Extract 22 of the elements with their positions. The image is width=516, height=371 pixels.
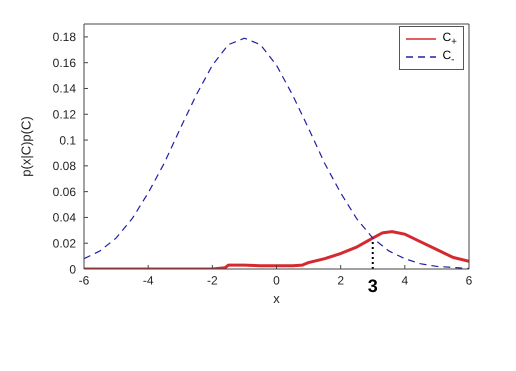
x-tick-label: -4 — [142, 274, 154, 288]
y-tick-label: 0.16 — [52, 56, 76, 70]
y-tick-label: 0.04 — [52, 210, 76, 225]
y-tick-label: 0.08 — [52, 159, 76, 174]
x-tick-label: -2 — [206, 274, 218, 288]
x-tick-label: 2 — [337, 274, 344, 288]
y-tick-label: 0.12 — [52, 108, 76, 122]
y-tick-label: 0.02 — [52, 236, 76, 250]
x-axis-title: x — [273, 291, 280, 306]
x-tick-label: -6 — [78, 274, 90, 288]
y-tick-label: 0 — [69, 262, 76, 276]
y-tick-label: 0.1 — [59, 133, 76, 148]
legend-label: C$_{+}$ — [442, 30, 457, 48]
y-tick-label: 0.18 — [52, 30, 76, 44]
x-tick-label: 0 — [273, 274, 280, 288]
y-tick-label: 0.06 — [52, 184, 76, 199]
x-tick-label: 6 — [466, 274, 473, 288]
x-tick-label: 4 — [401, 274, 408, 288]
annotation: 3 — [368, 276, 378, 296]
y-tick-label: 0.14 — [52, 82, 76, 96]
y-axis-title: p(x|C)p(C) — [18, 116, 34, 177]
legend-label: C$_{-}$ — [442, 48, 454, 66]
